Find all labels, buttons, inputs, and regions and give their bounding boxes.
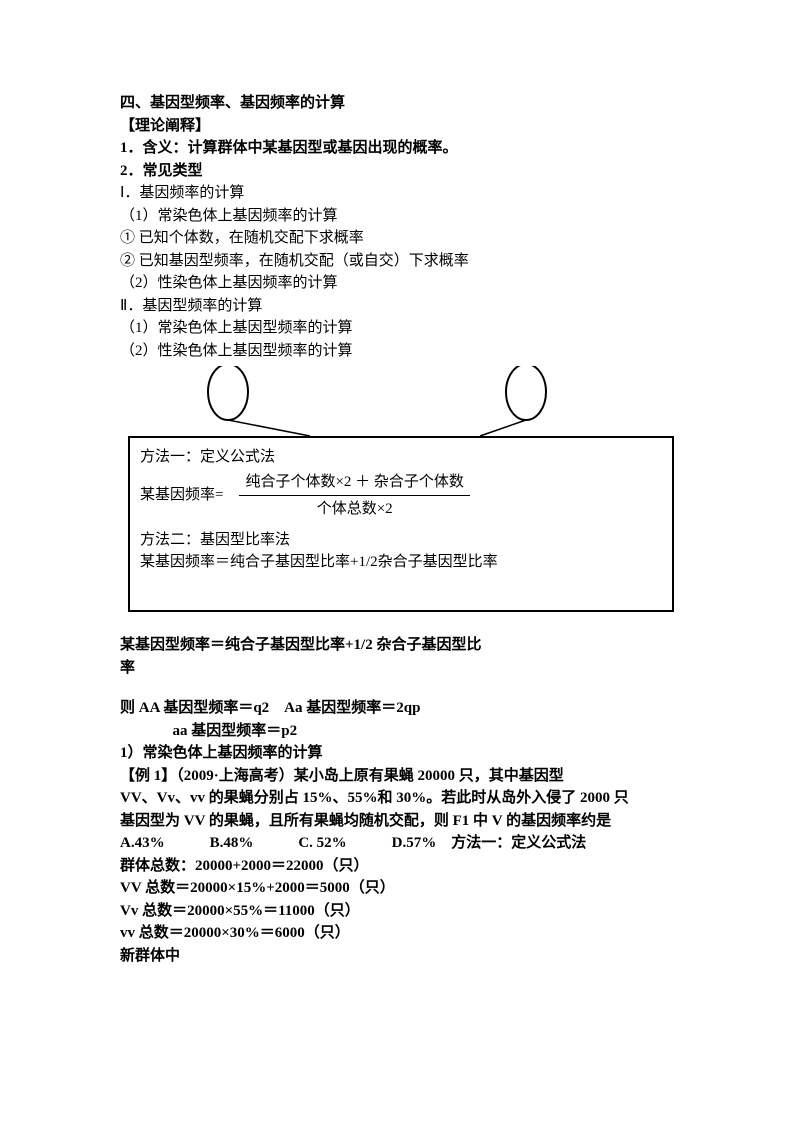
II-2: （2）性染色体上基因型频率的计算	[120, 340, 680, 363]
II-1: （1）常染色体上基因型频率的计算	[120, 317, 680, 340]
after-box-line1: 某基因型频率＝纯合子基因型比率+1/2 杂合子基因型比	[120, 634, 680, 657]
method1-title: 方法一：定义公式法	[140, 446, 662, 469]
theory-header: 【理论阐释】	[120, 115, 680, 138]
calc-line5: 新群体中	[120, 945, 680, 968]
calc-line4: vv 总数＝20000×30%＝6000（只）	[120, 922, 680, 945]
I-1-a: ① 已知个体数，在随机交配下求概率	[120, 227, 680, 250]
section-II: Ⅱ．基因型频率的计算	[120, 295, 680, 318]
hw-line2: aa 基因型频率＝p2	[120, 720, 680, 743]
calc-line3: Vv 总数＝20000×55%＝11000（只）	[120, 900, 680, 923]
example-title: 【例 1】（2009·上海高考）某小岛上原有果蝇 20000 只，其中基因型	[120, 765, 680, 788]
method2-title: 方法二：基因型比率法	[140, 529, 662, 552]
hw-line: 则 AA 基因型频率＝q2 Aa 基因型频率＝2qp	[120, 697, 680, 720]
I-1-b: ② 已知基因型频率，在随机交配（或自交）下求概率	[120, 250, 680, 273]
after-box-line2: 率	[120, 657, 680, 680]
section-heading: 四、基因型频率、基因频率的计算	[120, 92, 680, 115]
fraction-denominator: 个体总数×2	[239, 496, 469, 521]
formula-box: 方法一：定义公式法 某基因频率= 纯合子个体数×2 ＋ 杂合子个体数 个体总数×…	[128, 436, 674, 612]
fraction: 纯合子个体数×2 ＋ 杂合子个体数 个体总数×2	[239, 471, 469, 521]
calc-line2: VV 总数＝20000×15%+2000＝5000（只）	[120, 877, 680, 900]
example-body2: 基因型为 VV 的果蝇，且所有果蝇均随机交配，则 F1 中 V 的基因频率约是	[120, 810, 680, 833]
example-body1: VV、Vv、vv 的果蝇分别占 15%、55%和 30%。若此时从岛外入侵了 2…	[120, 787, 680, 810]
calc-line1: 群体总数：20000+2000＝22000（只）	[120, 855, 680, 878]
section-I: Ⅰ．基因频率的计算	[120, 182, 680, 205]
meaning-line: 1．含义：计算群体中某基因型或基因出现的概率。	[120, 137, 680, 160]
example-options: A.43% B.48% C. 52% D.57% 方法一：定义公式法	[120, 832, 680, 855]
fraction-numerator: 纯合子个体数×2 ＋ 杂合子个体数	[239, 471, 469, 497]
freq-label: 某基因频率=	[140, 484, 223, 521]
formula-row: 某基因频率= 纯合子个体数×2 ＋ 杂合子个体数 个体总数×2	[140, 471, 662, 521]
example-section-header: 1）常染色体上基因频率的计算	[120, 742, 680, 765]
I-2: （2）性染色体上基因频率的计算	[120, 272, 680, 295]
document-page: 四、基因型频率、基因频率的计算 【理论阐释】 1．含义：计算群体中某基因型或基因…	[0, 0, 800, 1132]
method2-body: 某基因频率＝纯合子基因型比率+1/2杂合子基因型比率	[140, 551, 662, 574]
types-line: 2．常见类型	[120, 160, 680, 183]
I-1: （1）常染色体上基因频率的计算	[120, 205, 680, 228]
methods-diagram: 方法一：定义公式法 某基因频率= 纯合子个体数×2 ＋ 杂合子个体数 个体总数×…	[120, 366, 680, 626]
